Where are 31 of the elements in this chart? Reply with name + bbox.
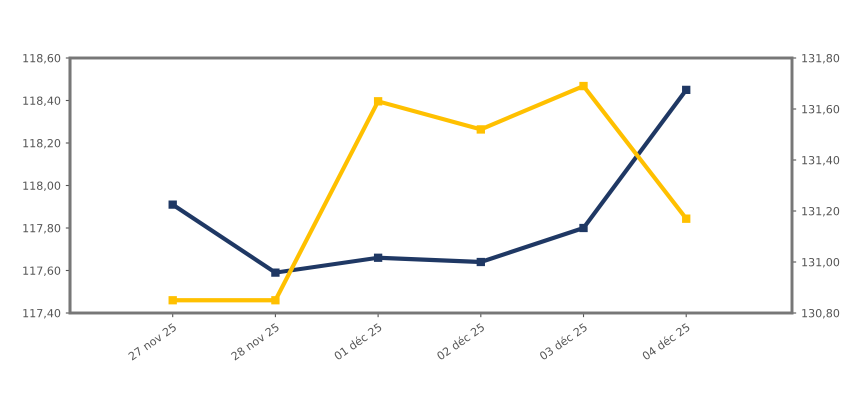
point xyxy=(579,224,588,232)
x-tick-label: 01 déc 25 xyxy=(333,322,382,360)
point xyxy=(579,82,588,90)
y-tick-label: 118,20 xyxy=(23,138,60,149)
x-tick-label: 28 nov 25 xyxy=(230,322,280,361)
point xyxy=(374,97,382,106)
point xyxy=(682,214,690,223)
point xyxy=(476,125,485,134)
point xyxy=(374,254,382,262)
y2-tick-label: 131,80 xyxy=(802,54,840,64)
y2-tick-label: 131,20 xyxy=(802,206,840,217)
point xyxy=(271,268,280,277)
y-tick-label: 118,00 xyxy=(23,181,60,192)
y-tick-label: 117,40 xyxy=(23,308,60,319)
point xyxy=(168,296,177,304)
x-tick-label: 02 déc 25 xyxy=(436,322,485,360)
y-tick-label: 118,60 xyxy=(23,54,60,64)
x-tick-label: 04 déc 25 xyxy=(641,322,690,360)
point xyxy=(271,296,280,304)
y2-tick-label: 131,60 xyxy=(802,104,840,115)
y2-tick-label: 130,80 xyxy=(802,308,840,319)
point xyxy=(168,200,177,209)
point xyxy=(682,86,690,94)
y2-tick-label: 131,00 xyxy=(802,258,840,268)
y-tick-label: 117,60 xyxy=(23,266,60,276)
x-tick-label: 03 déc 25 xyxy=(538,322,588,360)
y-tick-label: 118,40 xyxy=(23,96,60,106)
x-tick-label: 27 nov 25 xyxy=(128,322,177,361)
point xyxy=(476,258,485,266)
y-tick-label: 117,80 xyxy=(23,224,60,234)
y2-tick-label: 131,40 xyxy=(802,156,840,166)
